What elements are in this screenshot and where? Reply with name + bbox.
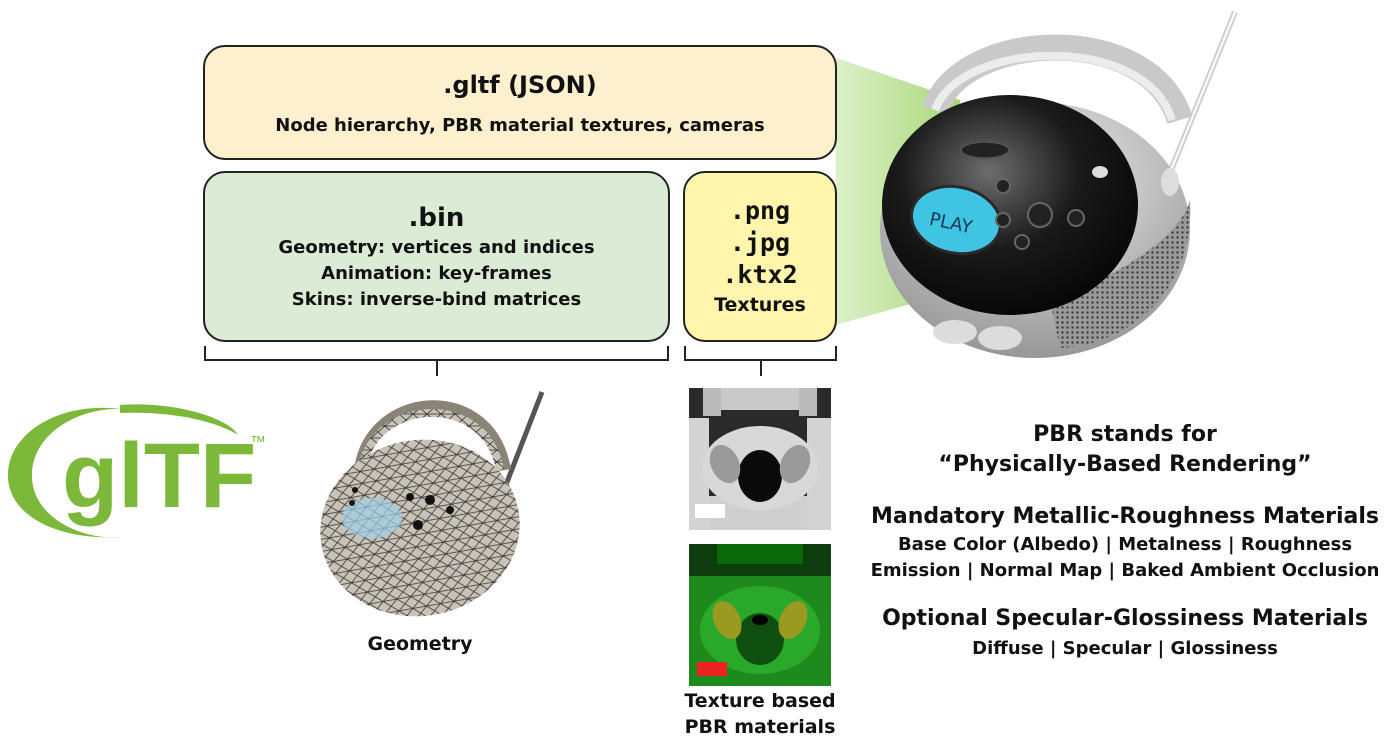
bin-box: .bin Geometry: vertices and indices Anim… [203,171,670,342]
texture-box: .png .jpg .ktx2 Textures [683,171,837,342]
pbr-heading-line1: PBR stands for [1033,422,1217,447]
pbr-heading: PBR stands for “Physically-Based Renderi… [850,420,1400,480]
texture-caption-line1: Texture based [684,690,836,712]
logo-tm: ™ [250,434,266,451]
mandatory-line1: Base Color (Albedo) | Metalness | Roughn… [897,534,1353,555]
format-ktx2: .ktx2 [722,260,798,289]
format-png: .png [729,196,791,225]
optional-title: Optional Specular-Glossiness Materials [882,606,1368,631]
bin-line-geometry: Geometry: vertices and indices [278,237,595,258]
textures-label: Textures [714,294,806,316]
gltf-logo: glTF ™ [7,404,266,538]
texture-map-green-image [689,544,831,686]
bin-line-animation: Animation: key-frames [321,263,552,284]
gltf-subtitle: Node hierarchy, PBR material textures, c… [275,115,765,136]
gltf-json-box: .gltf (JSON) Node hierarchy, PBR materia… [203,45,837,160]
format-jpg: .jpg [729,228,791,257]
pbr-heading-line2: “Physically-Based Rendering” [938,452,1312,477]
texture-caption: Texture based PBR materials [660,688,860,740]
gltf-title: .gltf (JSON) [443,71,597,99]
texture-caption-line2: PBR materials [684,716,836,738]
geometry-caption: Geometry [367,633,473,655]
logo-text: glTF [62,425,256,527]
mandatory-line2: Emission | Normal Map | Baked Ambient Oc… [870,560,1380,581]
bin-line-skins: Skins: inverse-bind matrices [291,289,582,310]
mandatory-title: Mandatory Metallic-Roughness Materials [870,504,1380,529]
texture-map-gray-image [689,388,831,530]
bin-title: .bin [408,203,465,233]
optional-line1: Diffuse | Specular | Glossiness [972,638,1278,659]
